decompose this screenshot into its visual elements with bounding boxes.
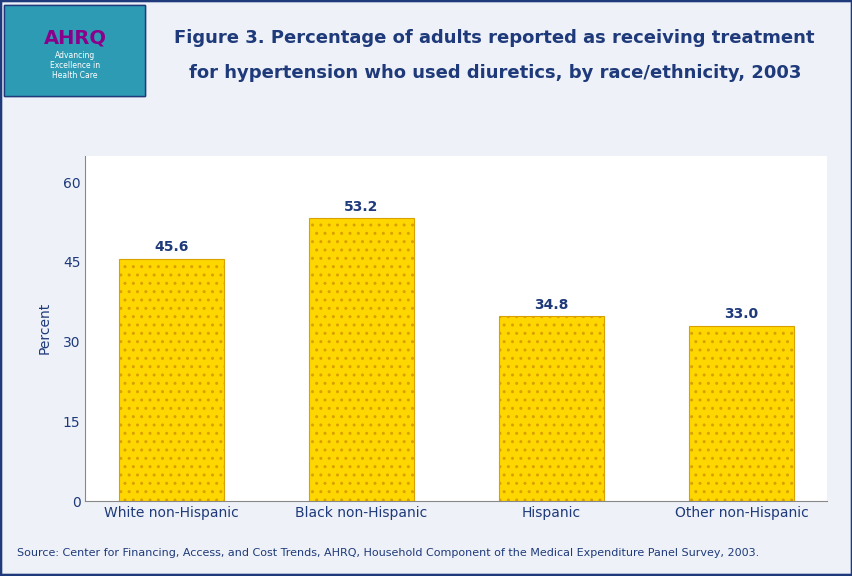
Text: AHRQ: AHRQ	[43, 29, 106, 48]
Text: 33.0: 33.0	[723, 308, 757, 321]
Text: 45.6: 45.6	[154, 240, 188, 255]
Text: for hypertension who used diuretics, by race/ethnicity, 2003: for hypertension who used diuretics, by …	[188, 63, 800, 82]
Y-axis label: Percent: Percent	[37, 302, 52, 354]
Text: 53.2: 53.2	[343, 200, 378, 214]
FancyBboxPatch shape	[4, 5, 145, 96]
FancyBboxPatch shape	[4, 5, 145, 96]
Bar	[308, 218, 413, 501]
Bar	[498, 316, 603, 501]
Text: 34.8: 34.8	[533, 298, 568, 312]
Bar	[688, 325, 792, 501]
Text: Source: Center for Financing, Access, and Cost Trends, AHRQ, Household Component: Source: Center for Financing, Access, an…	[17, 548, 758, 558]
Text: Figure 3. Percentage of adults reported as receiving treatment: Figure 3. Percentage of adults reported …	[175, 29, 814, 47]
Text: Advancing
Excellence in
Health Care: Advancing Excellence in Health Care	[50, 51, 100, 81]
Bar	[119, 259, 223, 501]
